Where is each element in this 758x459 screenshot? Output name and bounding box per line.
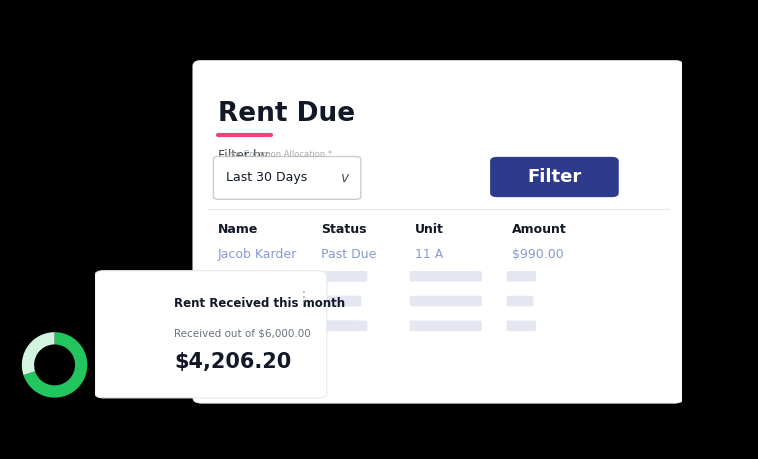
FancyBboxPatch shape: [490, 157, 619, 197]
Text: Rent Received this month: Rent Received this month: [174, 297, 345, 310]
Text: Name: Name: [218, 223, 258, 236]
FancyBboxPatch shape: [506, 296, 534, 306]
Text: Unit: Unit: [415, 223, 443, 236]
FancyBboxPatch shape: [313, 271, 368, 282]
FancyBboxPatch shape: [193, 61, 684, 403]
Wedge shape: [23, 332, 87, 397]
Text: v: v: [341, 171, 349, 185]
Text: Status: Status: [321, 223, 366, 236]
Text: Received out of $6,000.00: Received out of $6,000.00: [174, 329, 311, 339]
Text: Use Common Allocation *: Use Common Allocation *: [225, 150, 332, 159]
FancyBboxPatch shape: [315, 296, 362, 306]
Text: 11 A: 11 A: [415, 248, 443, 261]
Text: ⋮: ⋮: [296, 290, 310, 304]
Text: Amount: Amount: [512, 223, 566, 236]
FancyBboxPatch shape: [409, 271, 482, 282]
FancyBboxPatch shape: [506, 271, 536, 282]
FancyBboxPatch shape: [313, 320, 368, 331]
Text: Filter: Filter: [528, 168, 581, 186]
FancyBboxPatch shape: [506, 320, 536, 331]
Text: $4,206.20: $4,206.20: [174, 352, 291, 372]
FancyBboxPatch shape: [315, 320, 359, 331]
Text: Jacob Karder: Jacob Karder: [218, 248, 297, 261]
FancyBboxPatch shape: [214, 157, 361, 199]
Text: Last 30 Days: Last 30 Days: [226, 171, 307, 185]
FancyBboxPatch shape: [409, 296, 482, 306]
Text: Rent Due: Rent Due: [218, 101, 356, 127]
FancyBboxPatch shape: [313, 296, 356, 306]
Text: $990.00: $990.00: [512, 248, 564, 261]
FancyBboxPatch shape: [409, 320, 482, 331]
FancyBboxPatch shape: [95, 271, 327, 398]
Text: Past Due: Past Due: [321, 248, 376, 261]
Wedge shape: [22, 332, 55, 375]
Text: Filter by:: Filter by:: [218, 149, 271, 162]
FancyBboxPatch shape: [315, 271, 365, 282]
